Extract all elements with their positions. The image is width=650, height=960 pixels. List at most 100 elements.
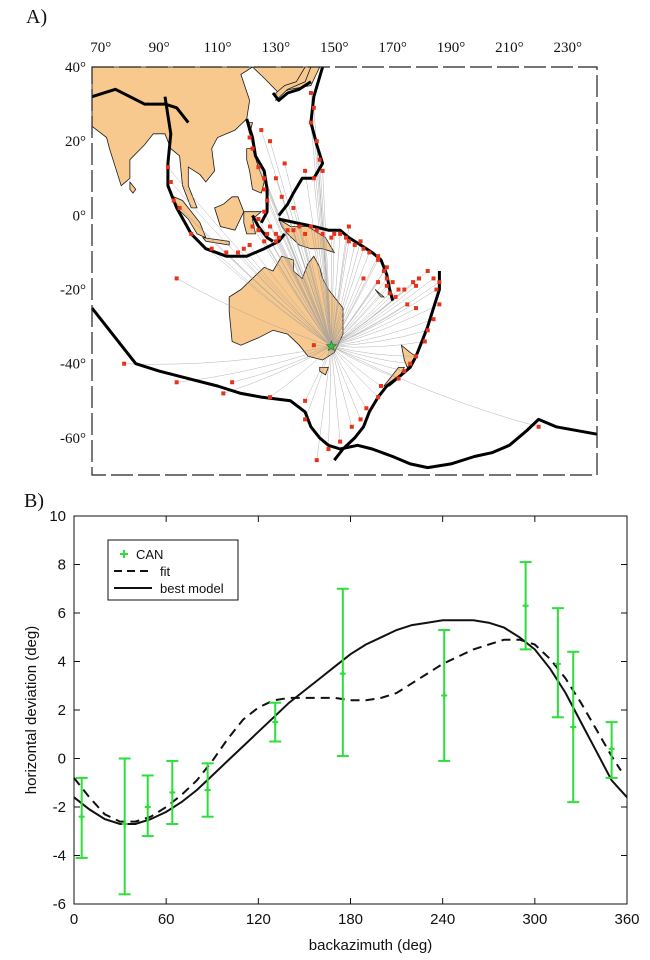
event-marker bbox=[273, 239, 278, 244]
ray-path bbox=[331, 346, 361, 420]
event-marker bbox=[361, 276, 366, 281]
event-marker bbox=[256, 165, 261, 170]
x-axis-label: backazimuth (deg) bbox=[309, 937, 432, 954]
x-tick-label: 240 bbox=[430, 911, 455, 928]
ray-path bbox=[331, 278, 364, 347]
ray-path bbox=[226, 252, 332, 347]
y-tick-label: 4 bbox=[58, 654, 66, 671]
event-marker bbox=[308, 120, 313, 125]
plate-boundary-new-guinea bbox=[278, 217, 374, 254]
ray-path bbox=[269, 141, 332, 347]
ray-path bbox=[331, 252, 370, 347]
ray-path bbox=[266, 233, 332, 347]
plate-boundary-philippines bbox=[245, 118, 269, 224]
event-marker bbox=[303, 168, 308, 173]
map-lon-label: 230° bbox=[554, 40, 583, 56]
ray-path bbox=[331, 281, 393, 347]
y-tick-label: -4 bbox=[53, 848, 66, 865]
event-marker bbox=[396, 287, 401, 292]
event-marker bbox=[402, 287, 407, 292]
ray-path bbox=[331, 341, 425, 348]
event-marker bbox=[311, 105, 316, 110]
ray-path bbox=[331, 307, 417, 347]
best-model-line bbox=[73, 619, 628, 825]
event-marker bbox=[268, 395, 273, 400]
event-marker bbox=[247, 243, 252, 248]
landmass-tasmania bbox=[319, 366, 329, 376]
event-marker bbox=[329, 235, 334, 240]
plate-boundary-japan bbox=[271, 80, 312, 102]
map-lon-label: 110° bbox=[204, 40, 232, 56]
event-marker bbox=[314, 139, 319, 144]
y-axis-label: horizontal deviation (deg) bbox=[23, 626, 40, 794]
ray-path bbox=[249, 244, 332, 347]
ray-path bbox=[331, 346, 341, 442]
event-marker bbox=[262, 209, 267, 214]
event-marker bbox=[346, 224, 351, 229]
plate-boundary-sunda-arc bbox=[163, 96, 286, 258]
plate-boundary-indo-china bbox=[91, 87, 190, 124]
ray-path bbox=[331, 244, 355, 347]
event-marker bbox=[408, 361, 413, 366]
ray-path bbox=[331, 293, 390, 347]
event-marker bbox=[332, 231, 337, 236]
event-marker bbox=[384, 276, 389, 281]
event-marker bbox=[262, 187, 267, 192]
ray-path bbox=[331, 346, 379, 398]
plate-boundary-molucca bbox=[251, 214, 274, 243]
panel-a-label: A) bbox=[26, 6, 48, 28]
errorbar-series bbox=[75, 561, 618, 896]
map-lat-label: 20° bbox=[65, 134, 86, 150]
ray-path bbox=[331, 346, 405, 372]
x-tick-label: 180 bbox=[338, 911, 363, 928]
ray-path bbox=[316, 230, 332, 347]
map-lon-label: 170° bbox=[378, 40, 407, 56]
map-lat-label: 0° bbox=[73, 208, 87, 224]
event-marker bbox=[177, 205, 182, 210]
ray-path bbox=[331, 346, 382, 387]
y-tick-label: 10 bbox=[49, 508, 66, 525]
x-tick-label: 60 bbox=[158, 911, 175, 928]
event-marker bbox=[352, 243, 357, 248]
y-tick-label: 8 bbox=[58, 557, 66, 574]
event-marker bbox=[390, 280, 395, 285]
event-marker bbox=[291, 205, 296, 210]
event-marker bbox=[273, 231, 278, 236]
plate-boundary-tonga-kermadec bbox=[333, 271, 441, 462]
event-marker bbox=[320, 168, 325, 173]
map-lon-label: 90° bbox=[149, 40, 170, 56]
event-marker bbox=[376, 280, 381, 285]
event-marker bbox=[343, 235, 348, 240]
ray-path bbox=[232, 346, 332, 383]
event-marker bbox=[437, 302, 442, 307]
ray-path bbox=[316, 346, 332, 461]
event-marker bbox=[411, 280, 416, 285]
y-tick-label: 6 bbox=[58, 605, 66, 622]
map-lat-label: 40° bbox=[65, 60, 86, 76]
ray-path bbox=[322, 170, 332, 347]
station-star-icon bbox=[325, 340, 338, 352]
event-marker bbox=[358, 417, 363, 422]
event-marker bbox=[434, 287, 439, 292]
panel-b-label: B) bbox=[24, 490, 44, 512]
ray-path bbox=[313, 178, 332, 347]
ray-path bbox=[331, 270, 428, 347]
ray-path bbox=[331, 285, 417, 347]
event-marker bbox=[416, 276, 421, 281]
event-marker bbox=[402, 369, 407, 374]
event-marker bbox=[314, 228, 319, 233]
x-tick-label: 360 bbox=[614, 911, 639, 928]
event-marker bbox=[338, 439, 343, 444]
ray-path bbox=[211, 248, 332, 347]
event-marker bbox=[256, 217, 261, 222]
event-marker bbox=[285, 228, 290, 233]
event-marker bbox=[250, 146, 255, 151]
event-marker bbox=[308, 224, 313, 229]
ray-path bbox=[328, 346, 332, 450]
event-marker bbox=[376, 257, 381, 262]
ray-path bbox=[331, 346, 539, 428]
ray-path bbox=[284, 163, 332, 347]
event-marker bbox=[387, 291, 392, 296]
event-marker bbox=[414, 354, 419, 359]
ray-path bbox=[331, 278, 388, 347]
